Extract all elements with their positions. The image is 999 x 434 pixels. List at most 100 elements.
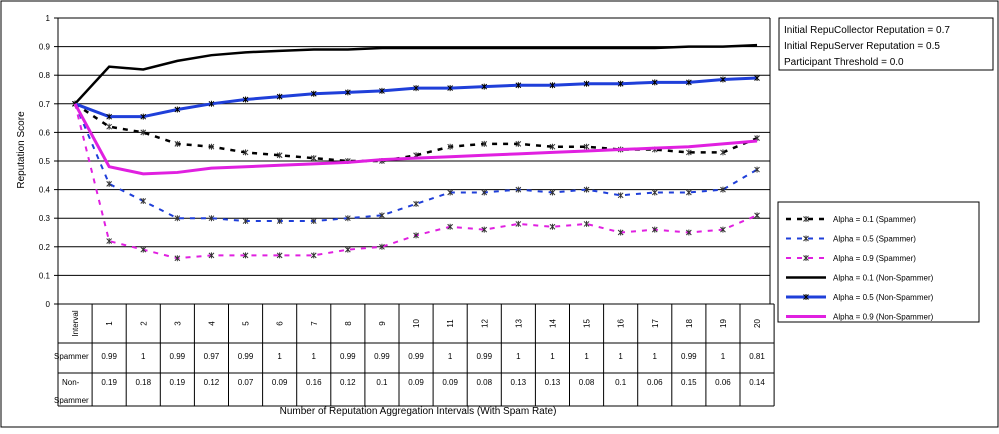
x-tick-label: 2 — [139, 321, 148, 326]
data-point — [447, 143, 454, 150]
data-point — [379, 212, 385, 219]
data-point — [617, 80, 624, 87]
data-point — [208, 100, 215, 107]
x-tick-label: 15 — [583, 319, 592, 328]
rate-cell: 0.07 — [238, 378, 254, 387]
data-point — [413, 85, 419, 92]
data-point — [651, 189, 658, 196]
x-tick-label: 17 — [651, 319, 660, 328]
data-point — [242, 252, 249, 259]
data-point — [276, 252, 283, 259]
rate-cell: 0.09 — [272, 378, 288, 387]
rate-cell: 0.19 — [101, 378, 117, 387]
data-point — [515, 220, 522, 227]
rate-cell: 0.09 — [408, 378, 424, 387]
data-point — [447, 85, 454, 92]
rate-cell: 0.99 — [681, 352, 697, 361]
legend-marker — [803, 216, 809, 222]
x-tick-label: 13 — [514, 319, 523, 328]
rate-cell: 0.99 — [408, 352, 424, 361]
data-point — [651, 79, 658, 86]
rate-cell: 0.08 — [476, 378, 492, 387]
data-point — [549, 189, 556, 196]
rate-cell: 0.16 — [306, 378, 322, 387]
legend-label: Alpha = 0.1 (Non-Spammer) — [833, 274, 934, 283]
data-point — [106, 238, 113, 245]
rate-row-label: Spammer — [54, 352, 89, 361]
legend-marker — [803, 255, 809, 261]
data-point — [720, 226, 726, 233]
y-tick-label: 0 — [46, 300, 51, 309]
x-tick-label: 1 — [105, 321, 114, 326]
x-tick-label: 19 — [719, 319, 728, 328]
rate-cell: 0.18 — [135, 378, 151, 387]
data-point — [310, 252, 317, 259]
data-point — [344, 215, 351, 222]
y-tick-label: 1 — [46, 14, 51, 23]
data-point — [140, 129, 147, 136]
rate-cell: 0.13 — [545, 378, 561, 387]
data-point — [208, 215, 215, 222]
x-tick-label: 12 — [480, 319, 489, 328]
rate-cell: 0.1 — [615, 378, 627, 387]
rate-cell: 0.13 — [511, 378, 527, 387]
data-point — [106, 180, 113, 187]
x-tick-label: 7 — [310, 321, 319, 326]
rate-cell: 0.99 — [101, 352, 117, 361]
data-point — [549, 143, 556, 150]
data-point — [140, 113, 147, 120]
data-point — [720, 149, 726, 156]
data-point — [379, 87, 385, 94]
rate-cell: 0.12 — [340, 378, 356, 387]
annotation-text: Participant Threshold = 0.0 — [784, 57, 904, 68]
rate-cell: 1 — [448, 352, 453, 361]
data-point — [174, 255, 181, 262]
data-point — [174, 215, 181, 222]
y-tick-label: 0.4 — [39, 186, 51, 195]
y-tick-label: 0.6 — [39, 128, 51, 137]
data-point — [685, 229, 692, 236]
series-line — [74, 102, 758, 163]
annotation-text: Initial RepuCollector Reputation = 0.7 — [784, 25, 950, 36]
data-point — [310, 90, 317, 97]
rate-cell: 1 — [312, 352, 317, 361]
x-tick-label: 14 — [548, 319, 557, 328]
data-point — [617, 229, 624, 236]
data-point — [685, 149, 692, 156]
rate-table: Interval 1 2 3 4 5 6 7 8 9 10 11 12 13 14 15 16 17 18 19 20S… — [54, 303, 775, 407]
annotation-frame — [778, 17, 994, 71]
data-point — [720, 76, 726, 83]
rate-cell: 0.97 — [204, 352, 220, 361]
rate-cell: 1 — [584, 352, 589, 361]
data-point — [344, 89, 351, 96]
data-point — [720, 186, 726, 193]
x-tick-label: 5 — [242, 321, 251, 326]
x-tick-label: 4 — [207, 321, 216, 326]
x-tick-label: 20 — [753, 319, 762, 328]
annotation-text: Initial RepuServer Reputation = 0.5 — [784, 41, 940, 52]
legend-label: Alpha = 0.5 (Non-Spammer) — [833, 293, 934, 302]
data-point — [447, 223, 454, 230]
data-point — [276, 152, 283, 159]
x-tick-label: 10 — [412, 319, 421, 328]
rate-cell: 0.15 — [681, 378, 697, 387]
series-line — [74, 43, 758, 105]
legend: Alpha = 0.1 (Spammer) Alpha = 0.5 (Spamme… — [777, 201, 980, 323]
y-tick-label: 0.3 — [39, 214, 51, 223]
data-point — [140, 246, 147, 253]
rate-cell: 0.06 — [647, 378, 663, 387]
y-tick-label: 0.8 — [39, 71, 51, 80]
data-point — [754, 166, 760, 173]
rate-cell: 0.19 — [170, 378, 186, 387]
data-point — [208, 252, 215, 259]
data-point — [583, 186, 590, 193]
rate-cell: 0.99 — [340, 352, 356, 361]
x-tick-label: 6 — [276, 321, 285, 326]
data-point — [174, 106, 181, 113]
rate-cell: 1 — [277, 352, 282, 361]
legend-frame — [777, 201, 980, 323]
x-tick-label: 8 — [344, 321, 353, 326]
data-point — [276, 218, 283, 225]
y-tick-label: 0.2 — [39, 243, 51, 252]
